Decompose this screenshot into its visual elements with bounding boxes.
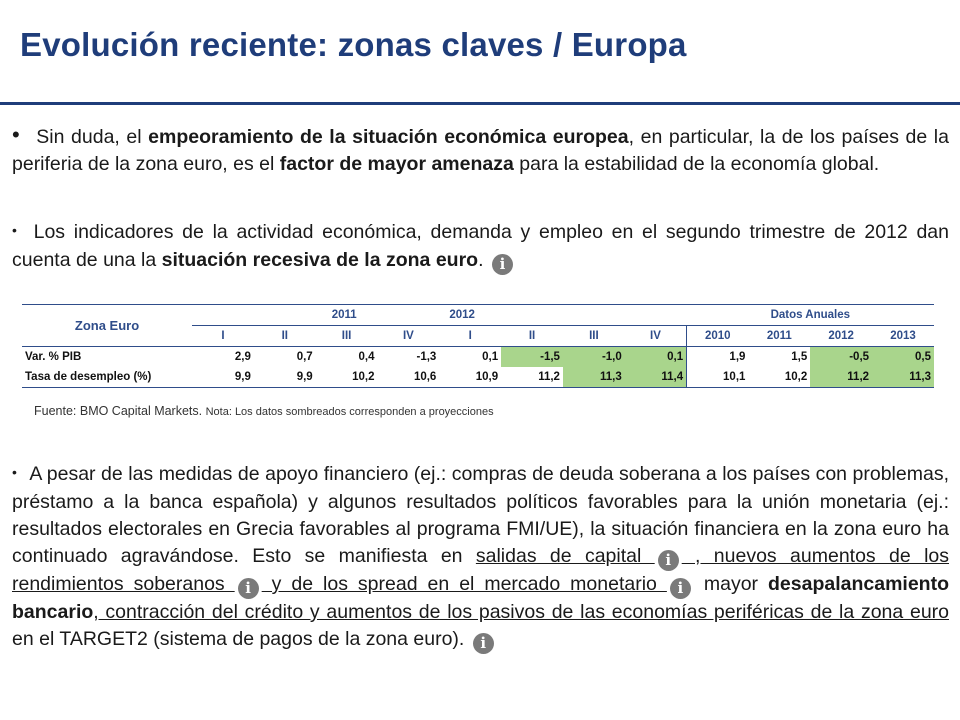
row-label: Var. % PIB [25,351,82,363]
para1-text-3: para la estabilidad de la economía globa… [513,153,880,175]
table-cell: -1,3 [416,351,437,363]
col-header: III [315,325,378,347]
row-label: Tasa de desempleo (%) [22,367,193,388]
para2-text-1: Los indicadores de la actividad económic… [12,221,949,271]
info-icon[interactable]: i [472,633,494,654]
col-header: IV [624,325,687,347]
paragraph-apoyo-financiero: • A pesar de las medidas de apoyo financ… [12,461,949,654]
para1-bold-1: empeoramiento de la situación económica … [148,126,629,148]
col-header: I [439,325,502,347]
table-cell: 0,1 [482,351,499,363]
para2-text-2: . [478,249,489,271]
link-spread-mercado[interactable]: y de los spread en el mercado monetario [261,573,667,595]
table-corner-header: Zona Euro [22,304,193,347]
table-cell: 0,4 [358,351,375,363]
table-row-pib: Var. % PIB 2,9 0,7 0,4 -1,3 0,1 -1,5 -1,… [22,346,934,367]
info-icon[interactable]: i [237,578,259,599]
col-header: 2012 [810,325,873,347]
info-icon[interactable]: i [657,550,679,571]
group-header-2011: 2011 [192,304,440,326]
col-header: III [562,325,625,347]
paragraph-amenaza: • Sin duda, el empeoramiento de la situa… [12,122,949,178]
shading-note: Nota: Los datos sombreados corresponden … [205,406,494,418]
page-title: Evolución reciente: zonas claves / Europ… [20,26,687,63]
para3-text-2: mayor [693,573,769,595]
para3-text-1: A pesar de las medidas de apoyo financie… [12,463,949,567]
table-row-desempleo: Tasa de desempleo (%) 9,9 9,9 10,2 10,6 … [22,367,934,388]
col-header: I [192,325,254,347]
para1-text-2: , en particular, la de los países de la … [12,126,949,175]
table-cell: 10,9 [439,367,502,388]
table-cell: 11,3 [562,367,625,388]
paragraph-indicadores: • Los indicadores de la actividad económ… [12,219,949,275]
link-salidas-capital[interactable]: salidas de capital [475,545,655,567]
table-cell: 10,2 [315,367,378,388]
table-cell: 9,9 [253,367,316,388]
para1-text-1: Sin duda, el [29,126,149,148]
table-cell: 11,3 [872,367,934,388]
table-cell: 11,4 [624,367,687,388]
info-icon[interactable]: i [669,578,691,599]
para2-bold-1: situación recesiva de la zona euro [161,249,479,271]
col-header: IV [377,325,440,347]
group-header-2012: 2012 [439,304,687,326]
link-contraccion-credito[interactable]: , contracción del crédito y aumentos de … [93,601,949,623]
table-cell: 0,7 [296,351,313,363]
table-cell: -1,0 [562,346,625,367]
table-cell: 2,9 [234,351,251,363]
group-header-anuales: Datos Anuales [686,304,934,326]
info-icon[interactable]: i [491,254,513,275]
table-cell: 1,9 [686,346,749,367]
table-cell: 10,6 [377,367,440,388]
bullet: • [12,222,17,238]
table-cell: -1,5 [501,346,563,367]
table-cell: 0,5 [872,346,934,367]
table-cell: 11,2 [501,367,563,388]
table-cell: 10,2 [748,367,811,388]
table-cell: 9,9 [192,367,254,388]
table-cell: 0,1 [624,346,687,367]
link-rendimientos-soberanos[interactable]: , nuevos aumentos de los rendimientos so… [12,545,949,595]
table-cell: 10,1 [686,367,749,388]
col-header: 2010 [686,325,749,347]
col-header: II [501,325,563,347]
source-note: Fuente: BMO Capital Markets. Nota: Los d… [34,404,494,418]
col-header: 2011 [748,325,811,347]
zona-euro-table: Zona Euro 2011 2012 Datos Anuales I II I… [22,304,934,388]
para3-text-3: en el TARGET2 (sistema de pagos de la zo… [12,628,470,650]
table-cell: 1,5 [791,351,808,363]
bullet: • [12,122,20,147]
para1-bold-2: factor de mayor amenaza [279,153,514,175]
bullet: • [12,464,17,480]
table-cell: -0,5 [810,346,873,367]
title-divider [0,102,960,105]
col-header: 2013 [872,325,934,347]
table-cell: 11,2 [810,367,873,388]
col-header: II [253,325,316,347]
source-text: Fuente: BMO Capital Markets. [34,404,206,418]
para3-bold-1: desapalancamiento bancario [12,573,949,623]
